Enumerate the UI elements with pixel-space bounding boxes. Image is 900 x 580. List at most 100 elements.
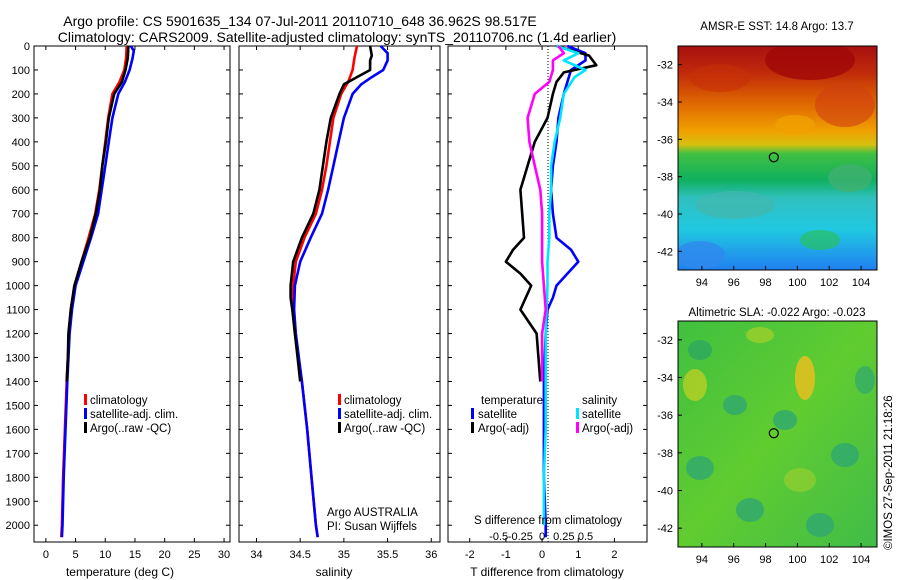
y-tick-label: 1600 [6,424,30,436]
x-tick-label: 102 [820,277,838,289]
y-tick-label: 1100 [6,305,30,317]
x-tick-label: 98 [759,277,771,289]
y-tick-label: 300 [12,113,30,125]
series-line-satellite-adj-clim- [292,45,389,538]
series-line-salinity-satellite [542,44,587,526]
sla-low-patch [806,513,834,537]
x-tick-label: 98 [759,554,771,566]
top-x-tick-label: 0.25 [553,531,574,543]
x-tick-label: -2 [465,549,475,561]
salinity-panel: 34 34.5 35 35.5 36 salinity climatology sate… [238,45,441,579]
difference-legend-salinity-satellite: satellite [582,409,621,421]
y-tick-label: 700 [12,209,30,221]
y-tick-label: 400 [12,137,30,149]
y-tick-label: 1400 [6,376,30,388]
temperature-xlabel: temperature (deg C) [66,565,174,579]
x-tick-label: 96 [728,554,740,566]
x-tick-label: 94 [696,554,708,566]
difference-legend-header-salinity: salinity [582,395,617,407]
x-tick-label: 5 [73,549,79,561]
sst-eddy [800,230,840,250]
x-tick-label: 36 [425,549,437,561]
temperature-legend-climatology: climatology [90,395,148,407]
sla-high-patch [784,468,816,492]
x-tick-label: 30 [218,549,230,561]
y-tick-label: 200 [12,89,30,101]
x-tick-label: 15 [129,549,141,561]
difference-panel: -2 -1 0 1 2 -0.5 -0.25 0 0.25 0.5 S difference f… [447,44,648,579]
sla-low-patch [688,340,712,360]
top-x-tick-label: -0.25 [508,531,533,543]
y-tick-label: 0 [24,41,30,53]
x-tick-label: 20 [159,549,171,561]
y-tick-label: 900 [12,257,30,269]
y-tick-label: -42 [657,523,673,535]
difference-xlabel: T difference from climatology [470,565,624,579]
sst-cold-patch [678,241,725,269]
x-tick-label: 34 [250,549,262,561]
y-tick-label: -40 [657,486,673,498]
sla-high-patch [683,369,707,401]
sla-map-frame [677,320,878,548]
y-tick-label: -42 [657,246,673,258]
sst-eddy [695,191,775,219]
salinity-legend-argo: Argo(..raw -QC) [344,423,425,435]
sla-heatmap [678,321,877,547]
difference-legend-temperature-argo: Argo(-adj) [478,423,529,435]
x-tick-label: -1 [501,549,511,561]
argo-position-marker [768,152,779,163]
x-tick-label: 25 [188,549,200,561]
x-tick-label: 96 [728,277,740,289]
y-tick-label: 2000 [6,520,30,532]
y-tick-label: -38 [657,172,673,184]
temperature-panel: 0100200300400500600700800900100011001200… [6,41,231,579]
x-tick-label: 35 [338,549,350,561]
sst-eddy [828,164,872,192]
x-tick-label: 104 [852,554,870,566]
salinity-legend-climatology: climatology [344,395,402,407]
series-line-temperature-satellite [542,44,587,538]
y-tick-label: 1500 [6,400,30,412]
difference-legend-salinity-argo: Argo(-adj) [582,423,633,435]
y-tick-label: -40 [657,209,673,221]
legend-swatch-satellite [338,408,341,419]
temperature-axes-box [33,45,231,543]
y-tick-label: 600 [12,185,30,197]
y-tick-label: 1900 [6,496,30,508]
sst-warm-patch [765,46,855,80]
y-tick-label: 500 [12,161,30,173]
y-tick-label: 1700 [6,448,30,460]
legend-swatch-argo [84,422,87,433]
top-x-tick-label: 0.5 [578,531,593,543]
y-tick-label: 800 [12,233,30,245]
y-tick-label: 1200 [6,329,30,341]
sla-low-patch [723,395,747,415]
sst-heatmap [678,46,877,270]
y-tick-label: -36 [657,410,673,422]
difference-top-xlabel: S difference from climatology [474,515,622,527]
x-tick-label: 35.5 [377,549,398,561]
legend-swatch-satellite [84,408,87,419]
figure-title-line2: Climatology: CARS2009. Satellite-adjuste… [58,29,616,45]
x-tick-label: 100 [788,554,806,566]
y-tick-label: -32 [657,335,673,347]
series-line-satellite-adj-clim- [60,45,136,538]
x-tick-label: 0 [539,549,545,561]
legend-swatch-argo [338,422,341,433]
temperature-legend-argo: Argo(..raw -QC) [90,423,171,435]
y-tick-label: -36 [657,134,673,146]
series-line-argo-raw-qc- [289,45,374,382]
figure-title-line1: Argo profile: CS 5901635_134 07-Jul-2011… [63,13,537,29]
sla-field [678,321,877,547]
temperature-legend: climatology satellite-adj. clim. Argo(..… [84,394,178,435]
y-tick-label: -38 [657,448,673,460]
sla-map-title: Altimetric SLA: -0.022 Argo: -0.023 [688,307,865,319]
y-tick-label: -34 [657,373,673,385]
sst-map-panel: AMSR-E SST: 14.8 Argo: 13.7 94 96 98 100 102… [657,21,878,289]
sst-warm-patch [690,64,750,92]
salinity-axes-box [238,45,441,543]
argo-position-marker [768,428,779,439]
temperature-legend-satellite: satellite-adj. clim. [90,409,178,421]
sla-low-patch [773,410,797,430]
